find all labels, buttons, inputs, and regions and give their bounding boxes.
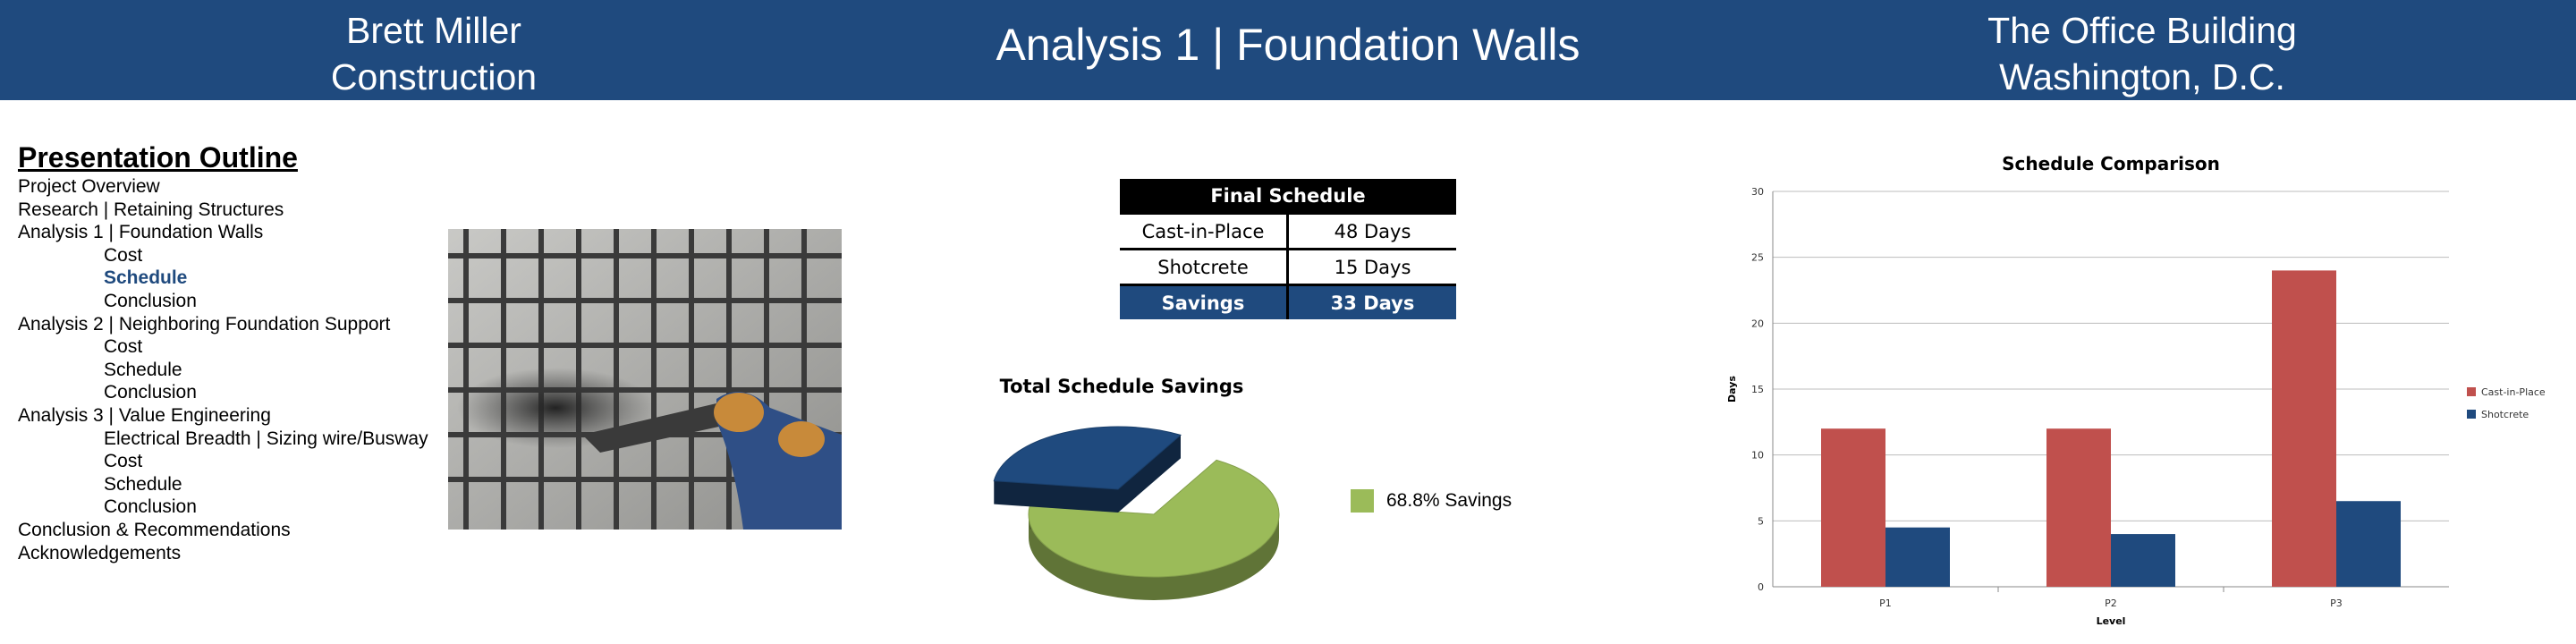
table-row: Shotcrete 15 Days bbox=[1120, 248, 1456, 285]
outline-item: Conclusion bbox=[104, 496, 197, 518]
table-title: Final Schedule bbox=[1120, 179, 1456, 214]
y-tick-label: 0 bbox=[1758, 581, 1764, 593]
outline-item: Conclusion & Recommendations bbox=[18, 519, 291, 540]
project-location-line2: Washington, D.C. bbox=[1999, 56, 2285, 97]
presentation-outline: Presentation Outline Project Overview Res… bbox=[18, 140, 428, 564]
company-name: Brett Miller Construction bbox=[250, 7, 617, 100]
method-cell: Cast-in-Place bbox=[1120, 212, 1289, 250]
pie-slice bbox=[993, 426, 1182, 513]
outline-item: Conclusion bbox=[104, 382, 197, 403]
bar-cast-in-place-p1 bbox=[1821, 428, 1885, 587]
legend-swatch bbox=[1351, 489, 1374, 513]
days-cell: 15 Days bbox=[1287, 248, 1456, 285]
method-cell: Savings bbox=[1120, 284, 1289, 319]
outline-item: Analysis 2 | Neighboring Foundation Supp… bbox=[18, 313, 391, 335]
outline-item: Project Overview bbox=[18, 176, 160, 197]
bar-shotcrete-p1 bbox=[1885, 527, 1950, 587]
y-tick-label: 10 bbox=[1751, 450, 1764, 462]
x-tick-label: P3 bbox=[2330, 597, 2343, 609]
y-axis-label: Days bbox=[1726, 376, 1738, 402]
bar-shotcrete-p2 bbox=[2111, 534, 2175, 587]
bar-cast-in-place-p2 bbox=[2046, 428, 2111, 587]
outline-title: Presentation Outline bbox=[18, 141, 298, 174]
company-name-line1: Brett Miller bbox=[346, 10, 521, 51]
slide-title: Analysis 1 | Foundation Walls bbox=[996, 20, 1580, 70]
outline-item: Research | Retaining Structures bbox=[18, 199, 284, 220]
outline-item: Schedule bbox=[104, 359, 182, 380]
table-row-savings: Savings 33 Days bbox=[1120, 284, 1456, 319]
pie-chart bbox=[993, 426, 1280, 600]
y-tick-label: 5 bbox=[1758, 515, 1764, 527]
outline-item: Schedule bbox=[104, 267, 188, 289]
legend-swatch bbox=[2467, 387, 2476, 396]
method-cell: Shotcrete bbox=[1120, 248, 1289, 285]
outline-item: Cost bbox=[104, 244, 143, 266]
company-name-line2: Construction bbox=[330, 56, 538, 97]
y-tick-label: 30 bbox=[1751, 186, 1764, 198]
project-name: The Office Building Washington, D.C. bbox=[1905, 7, 2379, 100]
legend-swatch bbox=[2467, 410, 2476, 419]
outline-item: Cost bbox=[104, 336, 143, 358]
pie-slice bbox=[1028, 459, 1280, 600]
outline-item: Analysis 1 | Foundation Walls bbox=[18, 222, 264, 243]
outline-item: Cost bbox=[104, 451, 143, 472]
outline-item: Analysis 3 | Value Engineering bbox=[18, 404, 271, 426]
bar-chart: Schedule Comparison 0 5 10 15 20 25 30 P1 P2 P3 Lev… bbox=[1726, 153, 2546, 626]
table-row: Cast-in-Place 48 Days bbox=[1120, 212, 1456, 250]
x-axis-label: Level bbox=[2097, 615, 2126, 626]
days-cell: 48 Days bbox=[1287, 212, 1456, 250]
shotcrete-photo bbox=[448, 229, 842, 530]
outline-item: Acknowledgements bbox=[18, 542, 182, 564]
bar-chart-title: Schedule Comparison bbox=[2002, 153, 2220, 174]
legend-label: 68.8% Savings bbox=[1386, 490, 1513, 511]
y-tick-label: 20 bbox=[1751, 318, 1764, 329]
days-cell: 33 Days bbox=[1287, 284, 1456, 319]
header-bar: Brett Miller Construction Analysis 1 | F… bbox=[0, 0, 2576, 100]
bar-shotcrete-p3 bbox=[2336, 501, 2401, 587]
legend-label: Shotcrete bbox=[2481, 409, 2529, 420]
outline-list: Project Overview Research | Retaining Str… bbox=[18, 175, 428, 564]
pie-legend: 68.8% Savings bbox=[1351, 489, 1512, 513]
pie-chart-title: Total Schedule Savings bbox=[999, 376, 1244, 397]
outline-item: Electrical Breadth | Sizing wire/Busway bbox=[104, 428, 428, 449]
y-tick-label: 15 bbox=[1751, 384, 1764, 395]
outline-item: Schedule bbox=[104, 473, 182, 495]
bar-cast-in-place-p3 bbox=[2272, 270, 2336, 587]
outline-item: Conclusion bbox=[104, 290, 197, 311]
project-name-line1: The Office Building bbox=[1987, 10, 2297, 51]
x-tick-label: P2 bbox=[2105, 597, 2117, 609]
y-tick-label: 25 bbox=[1751, 252, 1764, 264]
final-schedule-table: Final Schedule Cast-in-Place 48 Days Sho… bbox=[1120, 179, 1456, 319]
x-tick-label: P1 bbox=[1879, 597, 1892, 609]
legend-label: Cast-in-Place bbox=[2481, 386, 2546, 398]
